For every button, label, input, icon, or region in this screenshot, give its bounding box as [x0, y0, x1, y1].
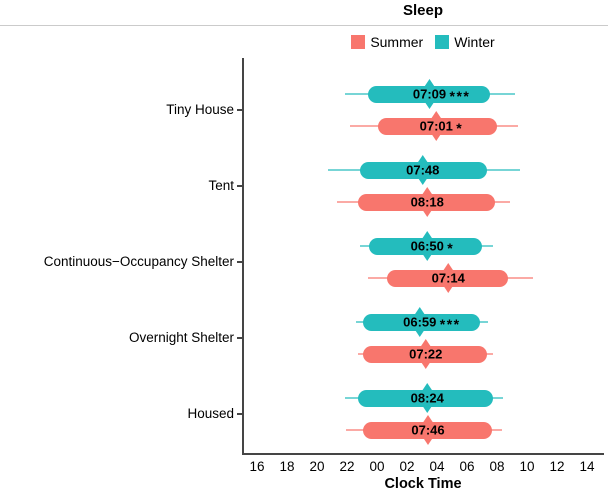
duration-value: 07:01	[419, 118, 453, 134]
x-axis-tick-label-18: 18	[279, 459, 295, 474]
midpoint-diamond-winter-housed	[417, 383, 438, 413]
legend-swatch-summer	[351, 35, 366, 49]
significance-stars: ***	[439, 316, 461, 332]
duration-value: 07:22	[409, 346, 443, 362]
duration-value: 08:24	[410, 390, 444, 406]
midpoint-diamond-summer-overnight-shelter	[415, 339, 436, 369]
legend-item-winter: Winter	[435, 34, 495, 50]
midpoint-diamond-summer-continuous-occupancy-shelter	[438, 263, 459, 293]
y-axis-line	[242, 58, 244, 455]
duration-value: 07:14	[431, 270, 465, 286]
legend: Summer Winter	[243, 32, 603, 52]
midpoint-diamond-summer-tent	[417, 187, 438, 217]
y-axis-tick	[237, 109, 242, 111]
y-axis-tick	[237, 261, 242, 263]
midpoint-diamond-winter-overnight-shelter	[409, 307, 430, 337]
legend-label: Winter	[454, 34, 495, 50]
x-axis-tick-label-16: 16	[249, 459, 265, 474]
duration-value: 06:50	[410, 238, 444, 254]
x-axis-tick-label-22: 22	[339, 459, 355, 474]
x-axis-tick-label-02: 02	[399, 459, 415, 474]
legend-item-summer: Summer	[351, 34, 423, 50]
y-axis-label-tent: Tent	[208, 178, 234, 193]
x-axis-tick-label-10: 10	[519, 459, 535, 474]
significance-stars: *	[447, 240, 455, 256]
x-axis-tick-label-12: 12	[549, 459, 565, 474]
x-axis-tick-label-00: 00	[369, 459, 385, 474]
y-axis-label-continuous-occupancy-shelter: Continuous−Occupancy Shelter	[43, 254, 234, 269]
duration-value: 07:48	[406, 162, 440, 178]
y-axis-tick	[237, 413, 242, 415]
midpoint-diamond-summer-housed	[418, 415, 438, 445]
x-axis-tick-label-04: 04	[429, 459, 445, 474]
x-axis-tick-label-14: 14	[579, 459, 595, 474]
duration-value: 07:09	[412, 86, 447, 102]
midpoint-diamond-summer-tiny-house	[426, 111, 447, 141]
x-axis-tick-label-06: 06	[459, 459, 475, 474]
significance-stars: *	[456, 120, 464, 136]
midpoint-diamond-winter-continuous-occupancy-shelter	[417, 231, 438, 261]
y-axis-label-overnight-shelter: Overnight Shelter	[128, 330, 234, 345]
duration-value: 08:18	[410, 194, 444, 210]
x-axis-tick-label-20: 20	[309, 459, 325, 474]
significance-stars: ***	[449, 88, 471, 104]
x-axis-line	[242, 453, 604, 455]
x-axis-title: Clock Time	[384, 476, 462, 492]
chart-title: Sleep	[402, 2, 444, 19]
y-axis-tick	[237, 337, 242, 339]
x-axis-tick-label-08: 08	[489, 459, 505, 474]
legend-swatch-winter	[435, 35, 450, 49]
y-axis-label-housed: Housed	[187, 406, 234, 421]
duration-value: 07:46	[411, 422, 445, 438]
midpoint-diamond-winter-tent	[412, 155, 433, 185]
y-axis-tick	[237, 185, 242, 187]
midpoint-diamond-winter-tiny-house	[419, 79, 440, 109]
legend-label: Summer	[370, 34, 424, 50]
y-axis-label-tiny-house: Tiny House	[166, 102, 234, 117]
header-divider	[0, 25, 608, 26]
duration-value: 06:59	[403, 314, 437, 330]
